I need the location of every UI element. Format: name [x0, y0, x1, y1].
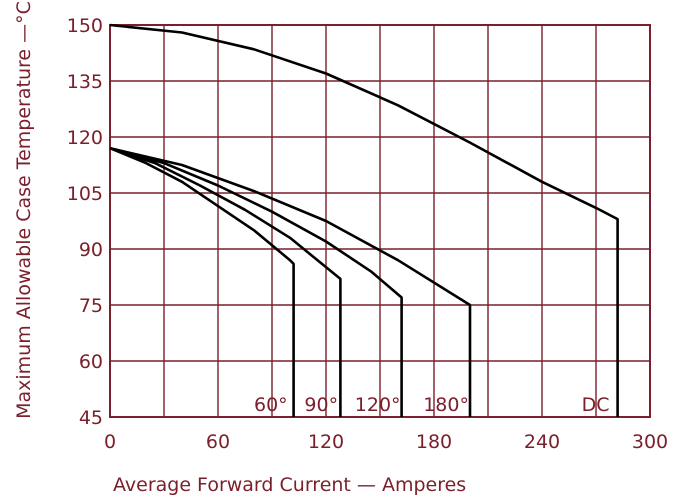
y-tick-label: 45: [79, 407, 103, 429]
x-tick-label: 180: [416, 431, 452, 453]
x-axis-title: Average Forward Current — Amperes: [113, 474, 466, 496]
series-label: DC: [582, 394, 610, 416]
x-tick-labels: 0 60 120 180 240 300: [104, 431, 668, 453]
grid-lines: [109, 24, 651, 418]
y-tick-label: 120: [67, 127, 103, 149]
series-line-3: [109, 146, 472, 417]
y-tick-label: 105: [67, 183, 103, 205]
x-tick-label: 120: [308, 431, 344, 453]
y-axis-title: Maximum Allowable Case Temperature —°C: [13, 1, 35, 419]
series-line-4: [109, 23, 619, 417]
x-tick-label: 300: [632, 431, 668, 453]
plot-frame: [109, 24, 651, 418]
y-tick-label: 60: [79, 351, 103, 373]
x-tick-label: 240: [524, 431, 560, 453]
y-tick-label: 75: [79, 295, 103, 317]
series-line-2: [109, 146, 403, 417]
y-tick-label: 90: [79, 239, 103, 261]
series-label: 90°: [304, 394, 338, 416]
y-tick-label: 135: [67, 71, 103, 93]
y-tick-labels: 45 60 75 90 105 120 135 150: [67, 15, 103, 429]
series-label: 60°: [254, 394, 288, 416]
series-labels: 60° 90° 120° 180° DC: [254, 394, 610, 416]
series-label: 180°: [423, 394, 469, 416]
series-line-1: [109, 146, 342, 417]
y-tick-label: 150: [67, 15, 103, 37]
x-tick-label: 0: [104, 431, 116, 453]
x-tick-label: 60: [206, 431, 230, 453]
series-label: 120°: [355, 394, 401, 416]
series-line-0: [109, 146, 295, 417]
series-curves: [109, 23, 619, 417]
